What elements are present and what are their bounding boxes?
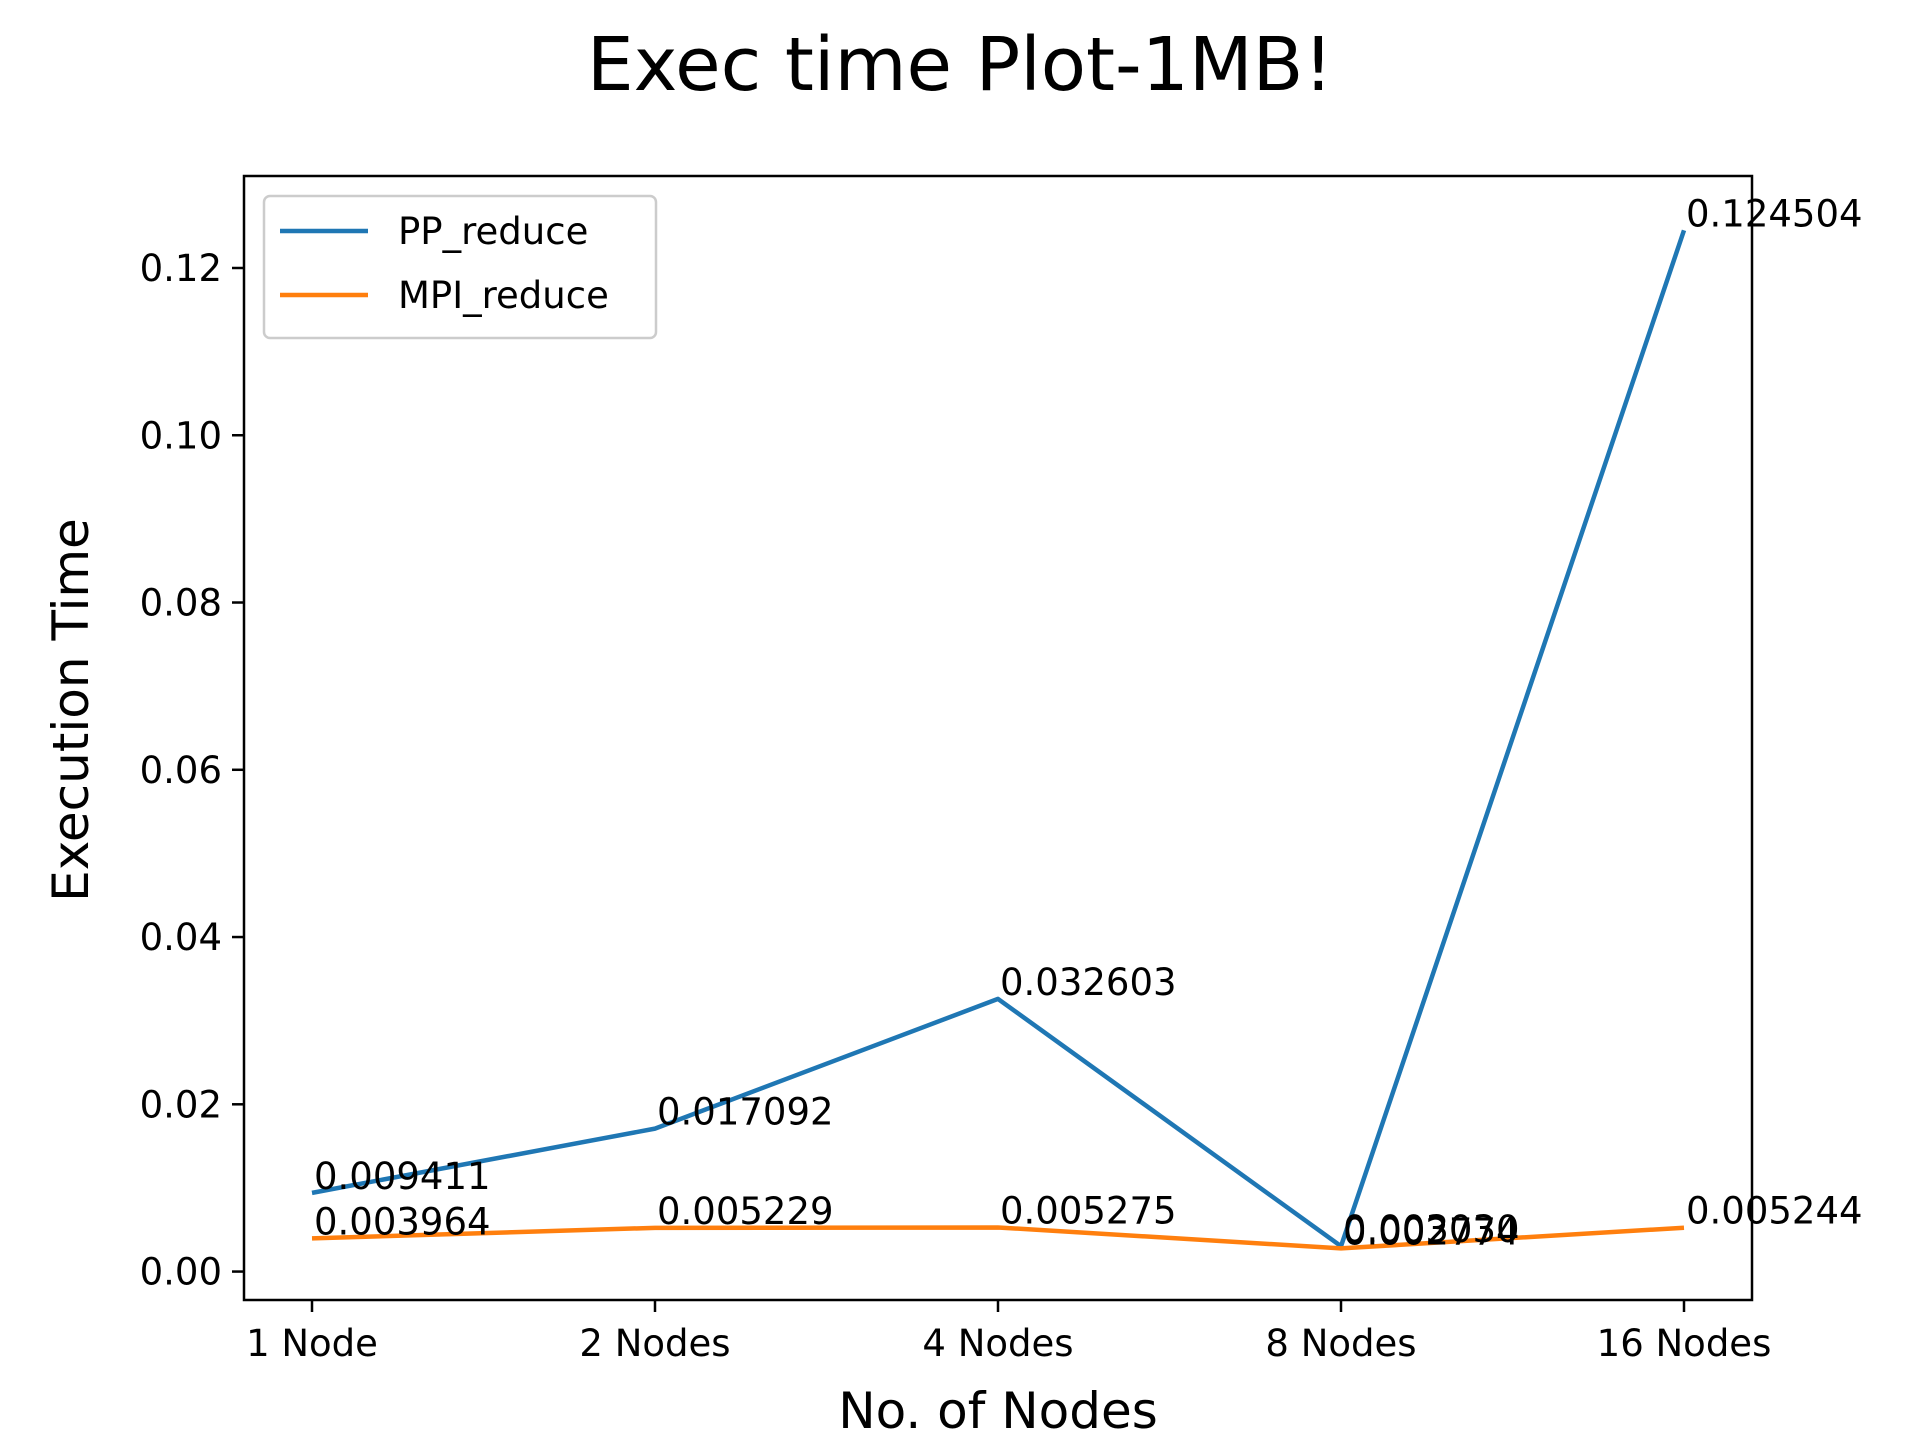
y-axis-label: Execution Time — [42, 518, 100, 902]
y-tick-label: 0.12 — [140, 247, 222, 290]
legend: PP_reduce MPI_reduce — [262, 194, 658, 340]
y-tick-label: 0.08 — [140, 582, 222, 625]
data-labels: 0.009411 0.017092 0.032603 0.003030 0.124504… — [314, 192, 1863, 1253]
y-tick-label: 0.00 — [140, 1251, 222, 1294]
data-label-pp-reduce: 0.003030 — [1343, 1208, 1520, 1251]
data-label-pp-reduce: 0.009411 — [314, 1155, 491, 1198]
y-axis-ticks: 0.00 0.02 0.04 0.06 0.08 0.10 0.12 — [140, 247, 244, 1294]
y-tick-label: 0.02 — [140, 1083, 222, 1126]
y-tick-label: 0.06 — [140, 749, 222, 792]
data-label-pp-reduce: 0.017092 — [657, 1091, 834, 1134]
y-tick-label: 0.04 — [140, 916, 222, 959]
x-axis-label: No. of Nodes — [838, 1382, 1158, 1440]
x-tick-label: 4 Nodes — [922, 1322, 1073, 1365]
series-line-pp-reduce — [311, 229, 1687, 1249]
data-label-mpi-reduce: 0.005275 — [1000, 1189, 1177, 1232]
chart-title: Exec time Plot-1MB! — [587, 22, 1333, 108]
legend-label-mpi-reduce: MPI_reduce — [398, 274, 609, 317]
data-label-mpi-reduce: 0.005229 — [657, 1190, 834, 1233]
x-tick-label: 1 Node — [246, 1322, 378, 1365]
legend-label-pp-reduce: PP_reduce — [398, 210, 588, 253]
data-label-pp-reduce: 0.124504 — [1686, 192, 1863, 235]
plot-area — [242, 174, 1754, 1302]
plot-frame — [242, 174, 1754, 1302]
series-line-mpi-reduce — [311, 1225, 1685, 1251]
x-axis-ticks: 1 Node 2 Nodes 4 Nodes 8 Nodes 16 Nodes — [246, 1300, 1771, 1365]
data-label-pp-reduce: 0.032603 — [1000, 961, 1177, 1004]
x-tick-label: 2 Nodes — [579, 1322, 730, 1365]
data-label-mpi-reduce: 0.005244 — [1686, 1190, 1863, 1233]
y-tick-label: 0.10 — [140, 414, 222, 457]
x-tick-label: 8 Nodes — [1265, 1322, 1416, 1365]
data-label-mpi-reduce: 0.003964 — [314, 1200, 491, 1243]
data-label-mpi-reduce: 0.002774 — [1343, 1210, 1520, 1253]
x-tick-label: 16 Nodes — [1597, 1322, 1772, 1365]
series-lines — [311, 229, 1687, 1251]
